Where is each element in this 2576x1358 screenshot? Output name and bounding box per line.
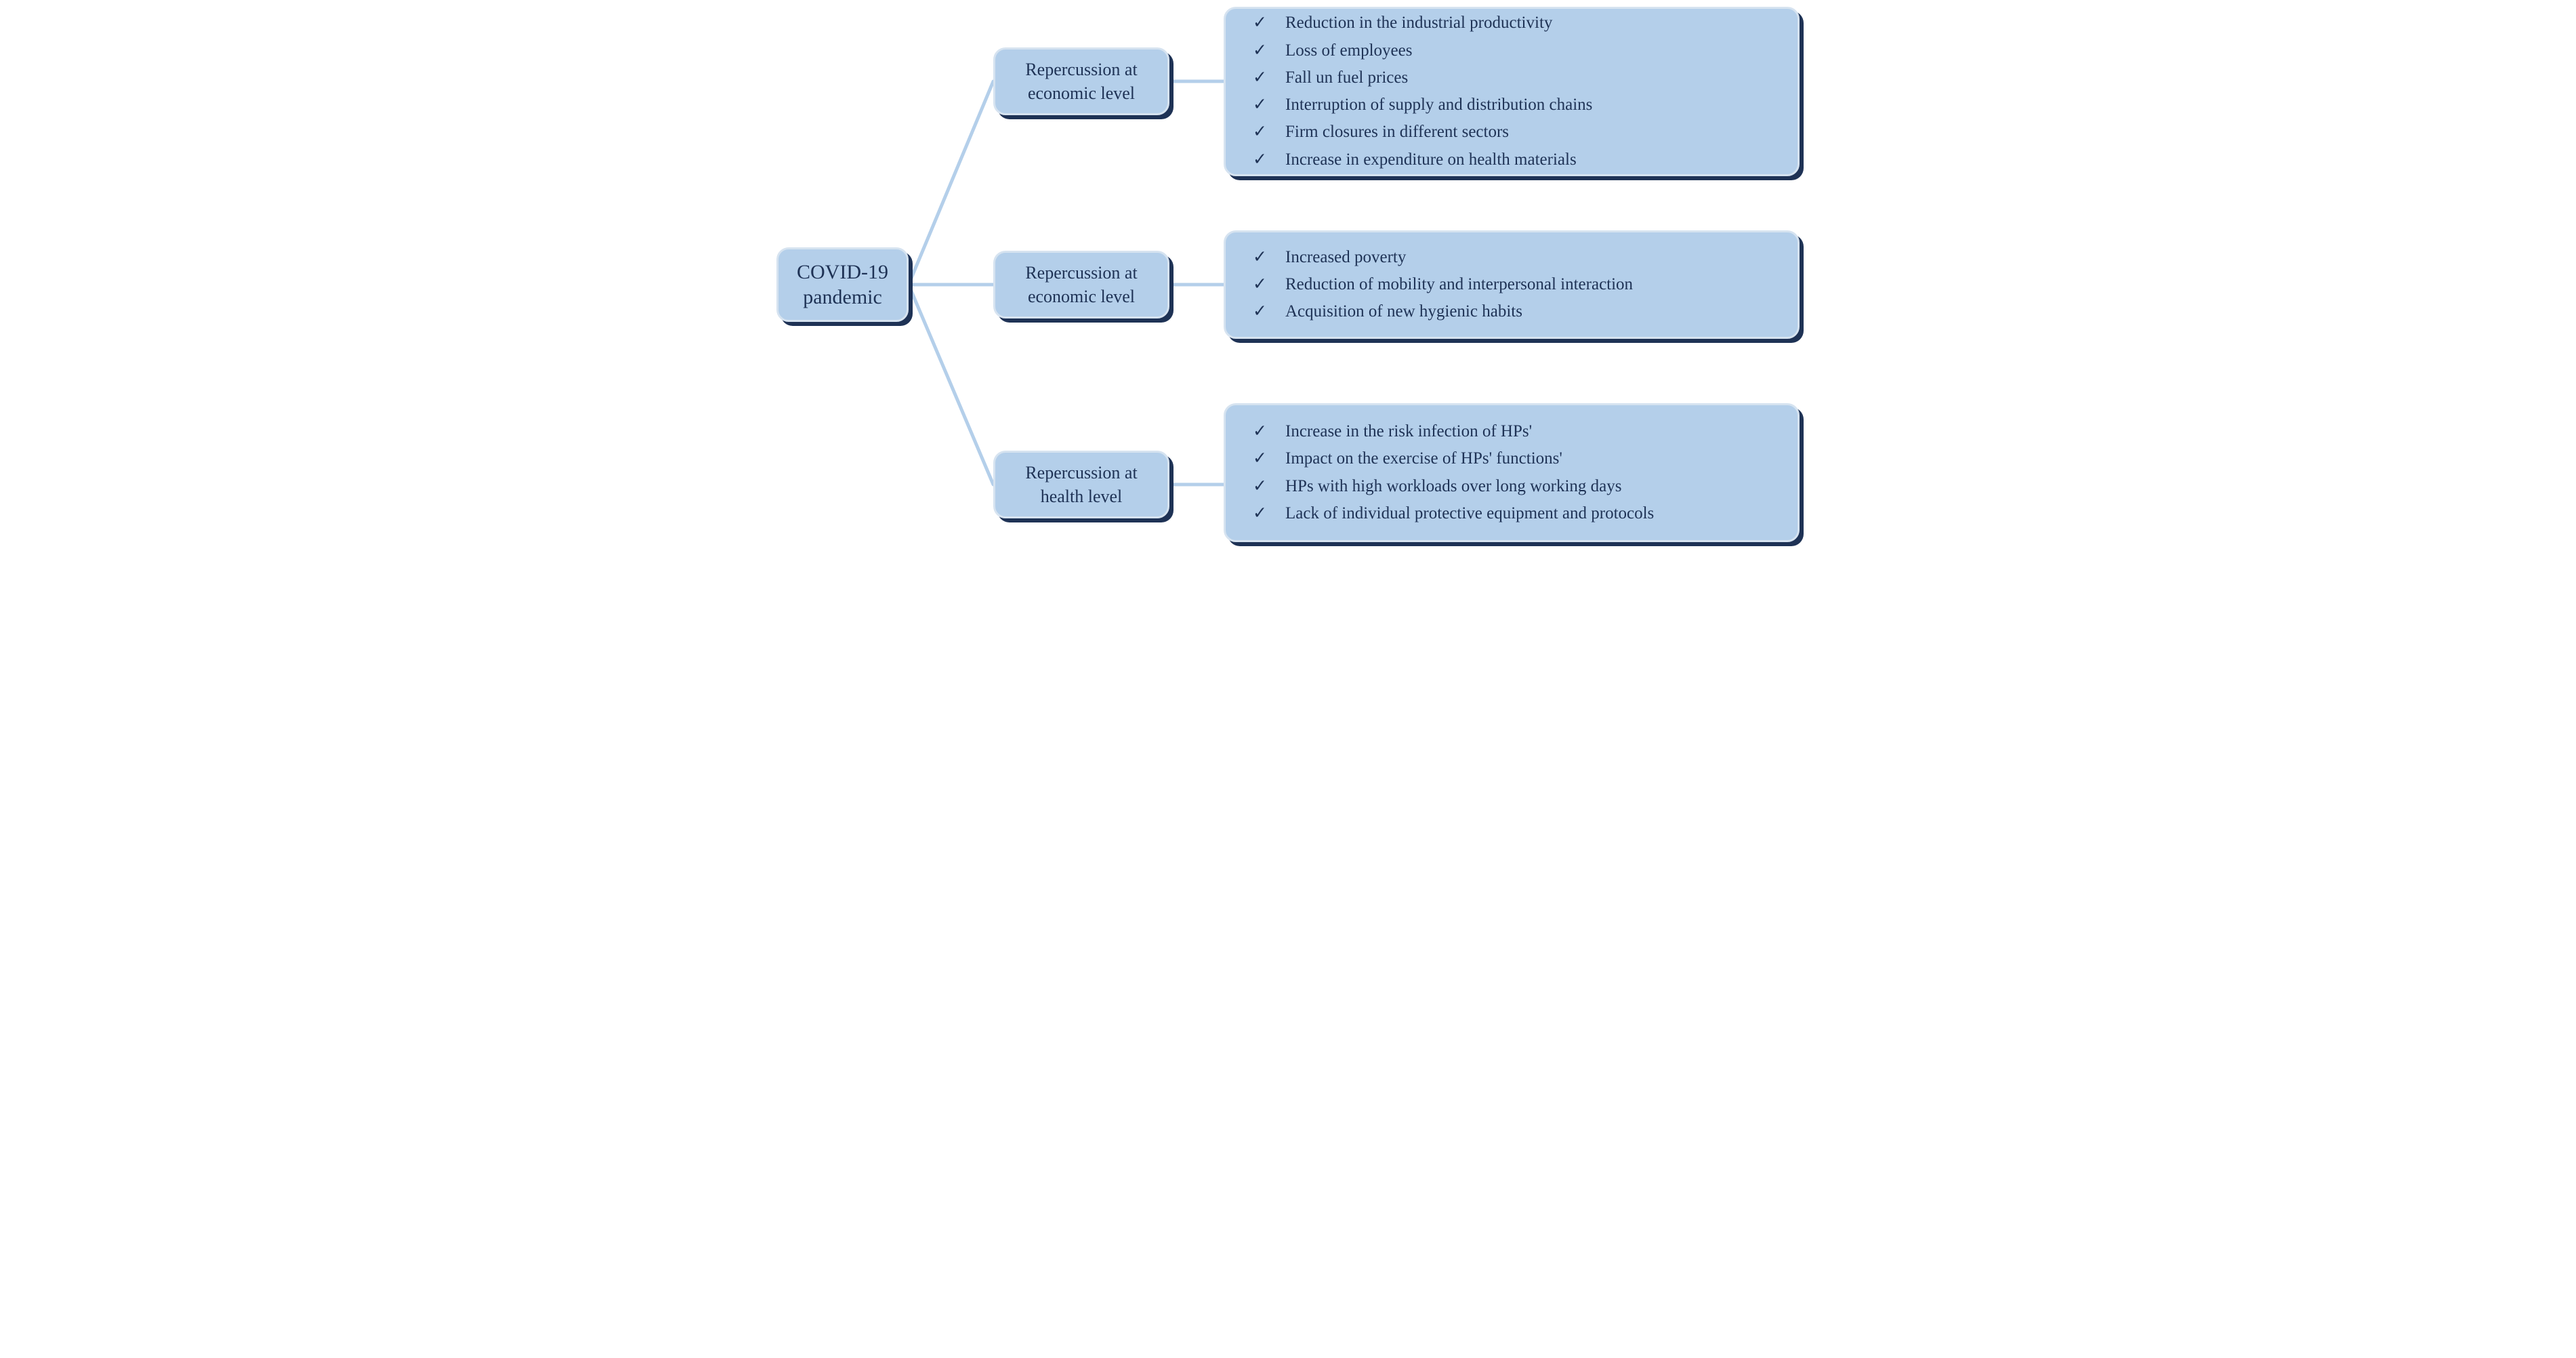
branch-label: Repercussion at economic level [1005,58,1157,105]
detail-item-text: Interruption of supply and distribution … [1285,96,1592,114]
detail-item-text: Lack of individual protective equipment … [1285,504,1654,522]
detail-item-text: Fall un fuel prices [1285,68,1408,87]
check-icon: ✓ [1253,39,1267,63]
detail-item: ✓ Acquisition of new hygienic habits [1253,300,1779,324]
check-icon: ✓ [1253,93,1267,117]
diagram-canvas: COVID-19 pandemic Repercussion at economi… [763,0,1813,556]
detail-item: ✓ Loss of employees [1253,39,1779,63]
detail-item-text: Increased poverty [1285,248,1406,266]
root-node: COVID-19 pandemic [776,247,909,322]
check-icon: ✓ [1253,120,1267,144]
detail-item: ✓ Increase in the risk infection of HPs' [1253,419,1779,444]
detail-item: ✓ Firm closures in different sectors [1253,120,1779,144]
detail-item: ✓ Impact on the exercise of HPs' function… [1253,447,1779,471]
detail-item-text: HPs with high workloads over long workin… [1285,477,1622,495]
detail-item: ✓ Reduction of mobility and interpersonal… [1253,272,1779,297]
check-icon: ✓ [1253,11,1267,35]
detail-box: ✓ Reduction in the industrial productivit… [1224,7,1800,176]
check-icon: ✓ [1253,272,1267,297]
branch-node: Repercussion at economic level [993,47,1169,115]
branch-node: Repercussion at health level [993,451,1169,518]
detail-item-text: Increase in the risk infection of HPs' [1285,422,1532,440]
check-icon: ✓ [1253,245,1267,270]
check-icon: ✓ [1253,419,1267,444]
detail-item-text: Reduction of mobility and interpersonal … [1285,275,1633,293]
detail-list: ✓ Reduction in the industrial productivit… [1253,8,1779,175]
branch-label: Repercussion at economic level [1005,261,1157,308]
detail-item-text: Impact on the exercise of HPs' functions… [1285,449,1562,468]
root-label: COVID-19 pandemic [797,260,888,310]
detail-item: ✓ Fall un fuel prices [1253,66,1779,90]
detail-item-text: Acquisition of new hygienic habits [1285,302,1522,321]
detail-item: ✓ Interruption of supply and distribution… [1253,93,1779,117]
detail-item: ✓ Lack of individual protective equipment… [1253,501,1779,526]
detail-item: ✓ HPs with high workloads over long worki… [1253,474,1779,499]
detail-box: ✓Increase in the risk infection of HPs'✓… [1224,403,1800,542]
detail-item: ✓ Increased poverty [1253,245,1779,270]
check-icon: ✓ [1253,447,1267,471]
check-icon: ✓ [1253,66,1267,90]
detail-item-text: Firm closures in different sectors [1285,123,1509,141]
detail-item-text: Increase in expenditure on health materi… [1285,150,1577,169]
branch-label: Repercussion at health level [1005,461,1157,508]
detail-item: ✓ Reduction in the industrial productivit… [1253,11,1779,35]
detail-list: ✓Increase in the risk infection of HPs'✓… [1253,417,1779,529]
detail-list: ✓ Increased poverty ✓ Reduction of mobility… [1253,243,1779,327]
branch-node: Repercussion at economic level [993,251,1169,318]
check-icon: ✓ [1253,148,1267,172]
detail-item-text: Reduction in the industrial productivity [1285,14,1552,32]
detail-item-text: Loss of employees [1285,41,1412,60]
check-icon: ✓ [1253,501,1267,526]
check-icon: ✓ [1253,474,1267,499]
detail-box: ✓ Increased poverty ✓ Reduction of mobility… [1224,230,1800,339]
check-icon: ✓ [1253,300,1267,324]
detail-item: ✓ Increase in expenditure on health mater… [1253,148,1779,172]
